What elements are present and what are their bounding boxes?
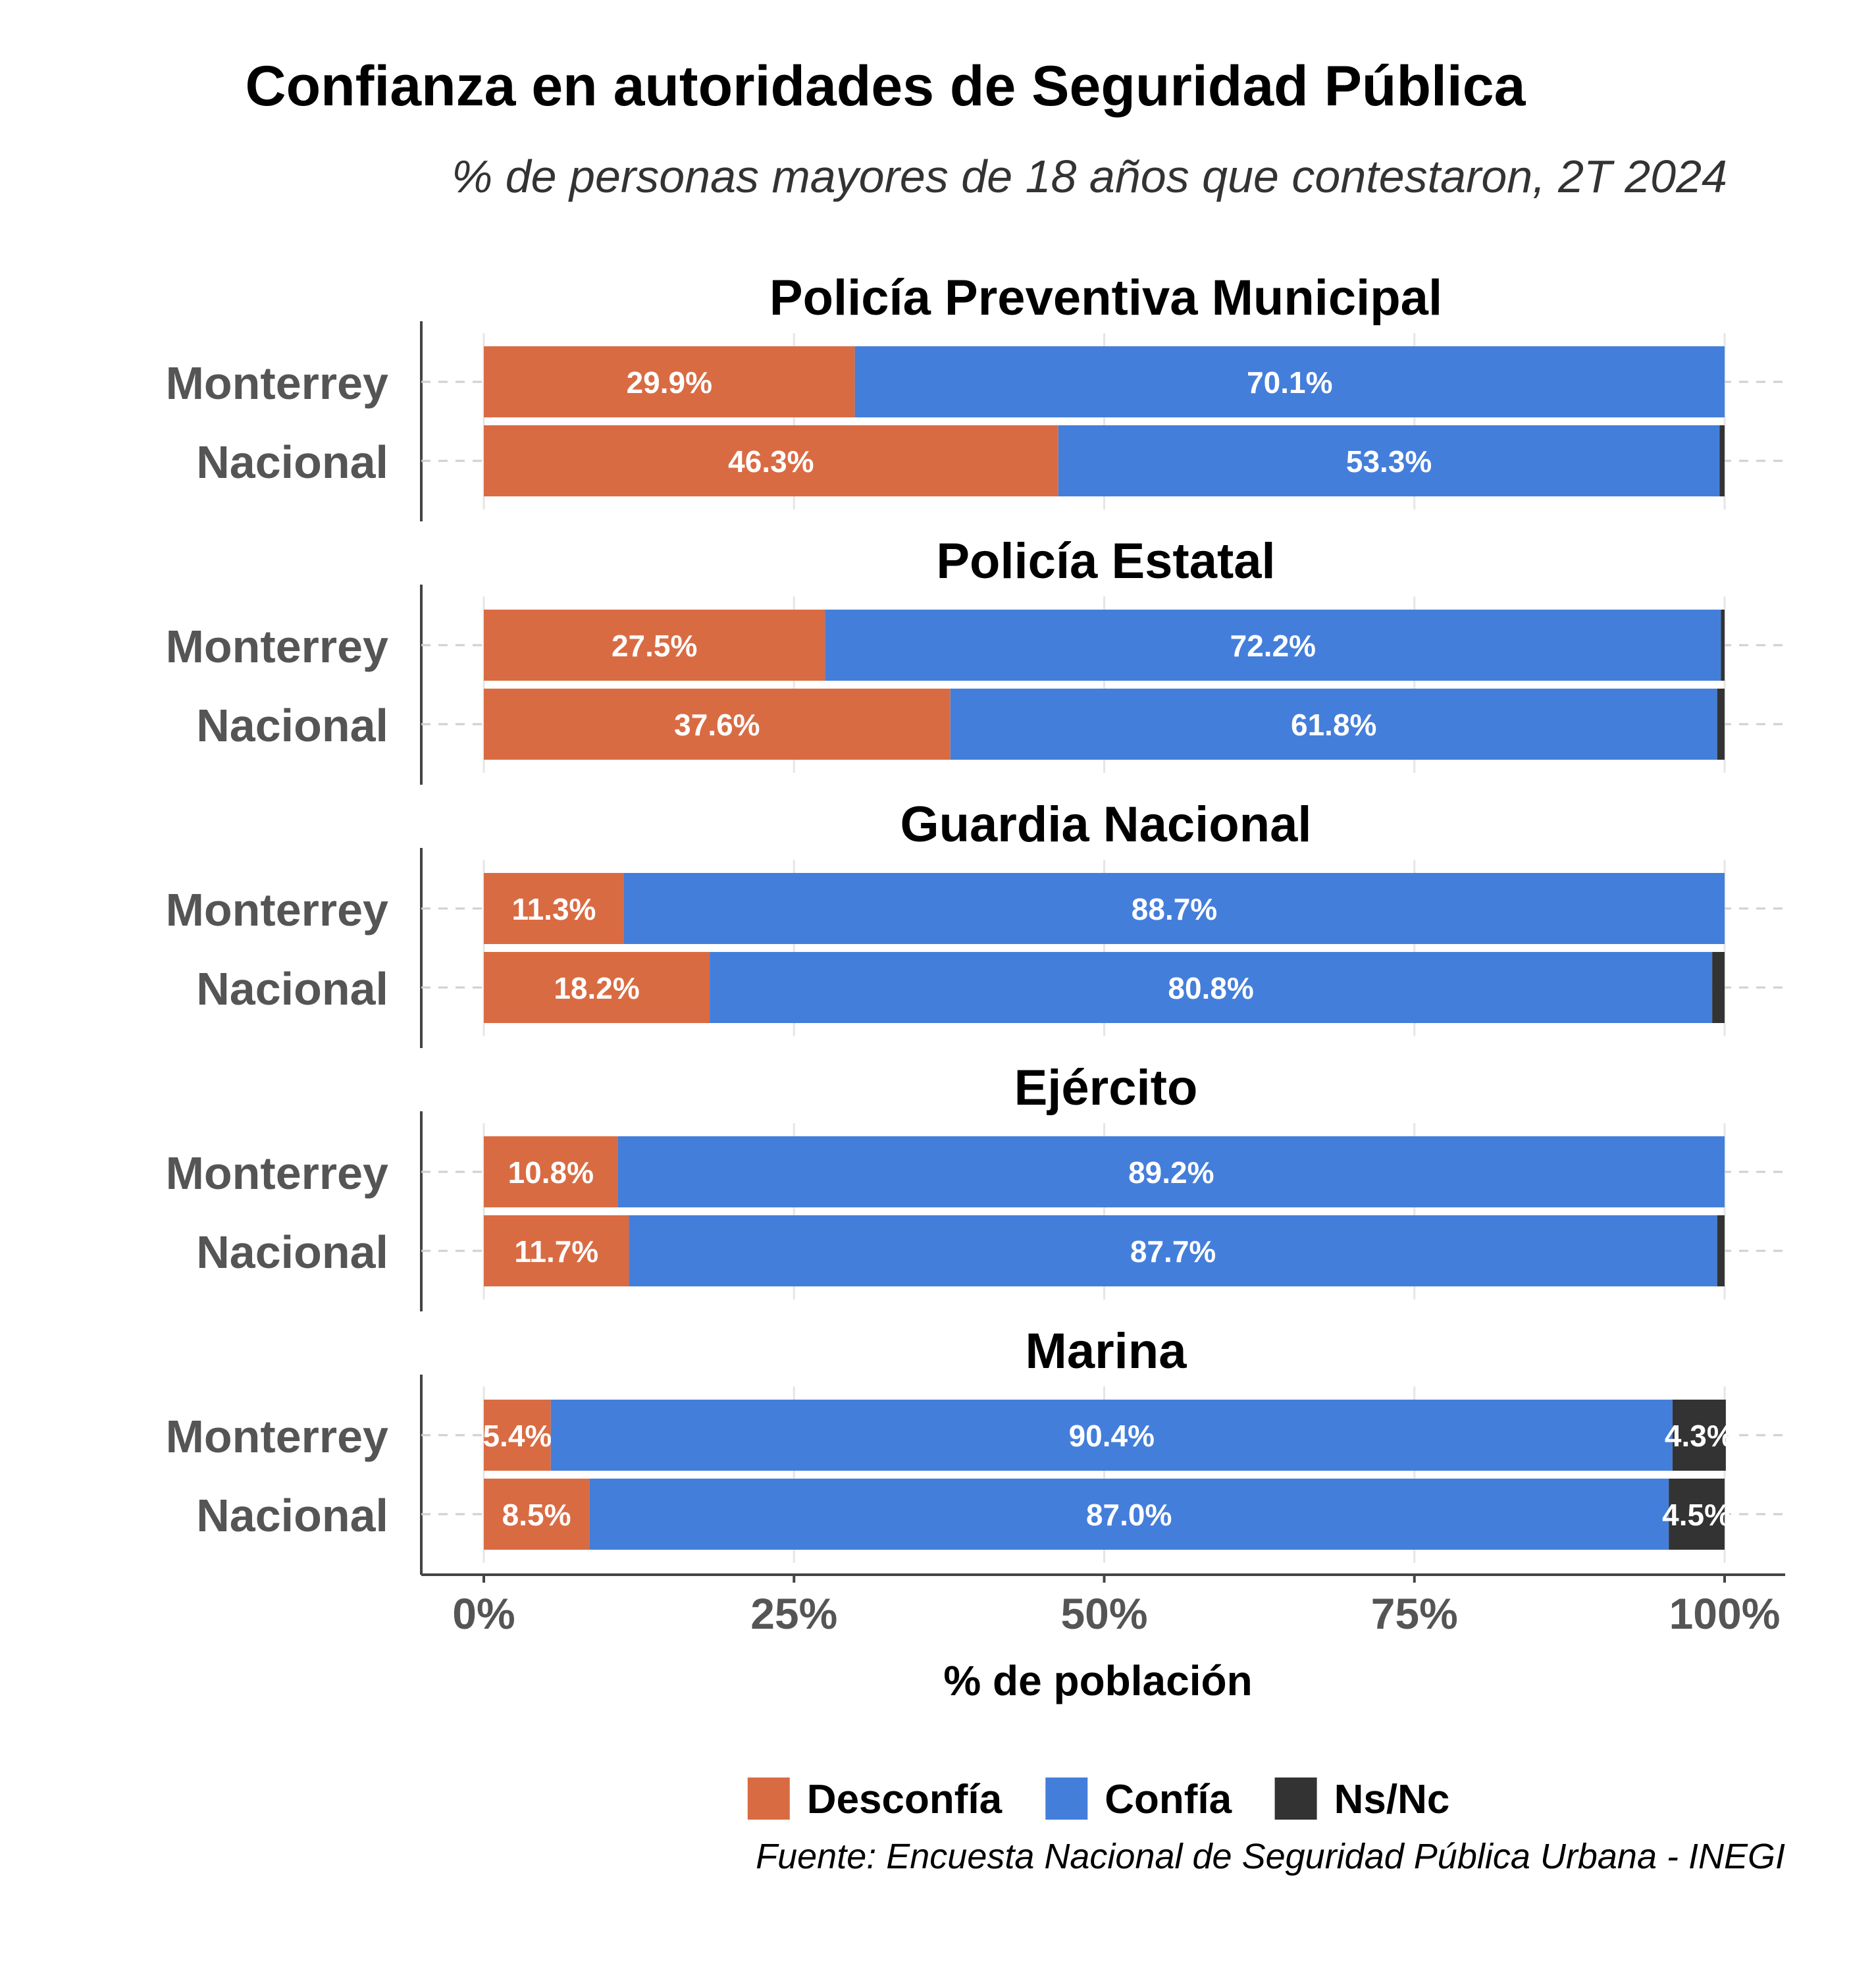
x-axis: 0% 25% 50% 75% 100% — [421, 1573, 1785, 1638]
panel: Ejército Monterrey 10.8% 89.2% Nacional 11.7%… — [166, 1060, 1785, 1311]
row-label: Monterrey — [166, 621, 388, 672]
bar-segment — [484, 425, 1058, 496]
bar-segment — [1712, 952, 1725, 1023]
data-label: 27.5% — [612, 629, 697, 663]
bar-segment — [484, 1400, 551, 1471]
legend-swatch — [1045, 1778, 1088, 1820]
data-label: 37.6% — [674, 708, 760, 742]
bar-segment — [484, 346, 855, 417]
data-label: 87.7% — [1130, 1234, 1216, 1269]
bar-segment — [1672, 1400, 1726, 1471]
panel-title: Ejército — [1014, 1060, 1198, 1116]
data-label: 72.2% — [1230, 629, 1316, 663]
data-label: 46.3% — [728, 444, 814, 479]
x-tick-label: 25% — [750, 1589, 837, 1638]
data-label: 88.7% — [1132, 892, 1217, 926]
x-tick-label: 75% — [1371, 1589, 1458, 1638]
x-tick-label: 100% — [1669, 1589, 1781, 1638]
chart-panels: Policía Preventiva Municipal Monterrey 29.… — [166, 270, 1785, 1575]
data-label: 4.3% — [1665, 1419, 1734, 1453]
bar-segment — [484, 873, 625, 944]
bar-segment — [854, 346, 1725, 417]
panel-title: Marina — [1026, 1323, 1187, 1379]
legend-label: Confía — [1105, 1777, 1232, 1822]
data-label: 70.1% — [1247, 365, 1332, 400]
chart-subtitle: % de personas mayores de 18 años que con… — [452, 151, 1727, 202]
legend-label: Ns/Nc — [1334, 1777, 1450, 1822]
row-label: Monterrey — [166, 884, 388, 935]
data-label: 10.8% — [508, 1155, 594, 1190]
bar-segment — [950, 689, 1717, 760]
bar-segment — [1669, 1479, 1725, 1550]
bar-segment — [1717, 689, 1725, 760]
chart-title: Confianza en autoridades de Seguridad Pú… — [246, 55, 1526, 118]
bar-segment — [484, 1479, 590, 1550]
bar-segment — [484, 1136, 618, 1207]
panel: Marina Monterrey 5.4% 90.4% 4.3% Nacional 8.5%… — [166, 1323, 1785, 1575]
chart-legend: Desconfía Confía Ns/Nc — [747, 1777, 1450, 1822]
panel: Policía Estatal Monterrey 27.5% 72.2% Nacion… — [166, 533, 1785, 785]
panel: Guardia Nacional Monterrey 11.3% 88.7% Nacio… — [166, 797, 1785, 1048]
bar-segment — [589, 1479, 1669, 1550]
data-label: 5.4% — [482, 1419, 552, 1453]
data-label: 11.7% — [514, 1234, 598, 1269]
legend-swatch — [747, 1778, 790, 1820]
data-label: 29.9% — [627, 365, 712, 400]
bar-segment — [484, 1215, 629, 1286]
bar-segment — [617, 1136, 1725, 1207]
row-label: Nacional — [196, 963, 388, 1014]
bar-segment — [1719, 425, 1725, 496]
data-label: 90.4% — [1069, 1419, 1155, 1453]
bar-segment — [624, 873, 1725, 944]
bar-segment — [1717, 1215, 1725, 1286]
data-label: 18.2% — [554, 971, 639, 1005]
chart-source: Fuente: Encuesta Nacional de Seguridad P… — [756, 1837, 1785, 1876]
row-label: Nacional — [196, 436, 388, 488]
legend-swatch — [1274, 1778, 1317, 1820]
legend-label: Desconfía — [807, 1777, 1003, 1822]
data-label: 87.0% — [1086, 1498, 1172, 1532]
data-label: 53.3% — [1346, 444, 1432, 479]
row-label: Nacional — [196, 700, 388, 751]
bar-segment — [484, 689, 951, 760]
bar-segment — [1721, 610, 1725, 681]
row-label: Nacional — [196, 1490, 388, 1541]
x-tick-label: 50% — [1060, 1589, 1147, 1638]
bar-segment — [550, 1400, 1673, 1471]
panel-title: Policía Preventiva Municipal — [769, 270, 1442, 326]
panel: Policía Preventiva Municipal Monterrey 29.… — [166, 270, 1785, 521]
bar-segment — [825, 610, 1721, 681]
row-label: Monterrey — [166, 1411, 388, 1462]
data-label: 80.8% — [1168, 971, 1253, 1005]
bar-segment — [629, 1215, 1717, 1286]
bar-segment — [484, 610, 825, 681]
row-label: Monterrey — [166, 1147, 388, 1199]
bar-segment — [1058, 425, 1720, 496]
row-label: Monterrey — [166, 357, 388, 409]
x-tick-label: 0% — [452, 1589, 515, 1638]
x-axis-label: % de población — [943, 1657, 1252, 1704]
data-label: 8.5% — [502, 1498, 571, 1532]
row-label: Nacional — [196, 1226, 388, 1278]
data-label: 89.2% — [1128, 1155, 1214, 1190]
bar-segment — [484, 952, 710, 1023]
data-label: 61.8% — [1291, 708, 1376, 742]
panel-title: Policía Estatal — [936, 533, 1275, 589]
data-label: 4.5% — [1662, 1498, 1731, 1532]
data-label: 11.3% — [512, 892, 596, 926]
panel-title: Guardia Nacional — [900, 797, 1311, 853]
bar-segment — [710, 952, 1713, 1023]
